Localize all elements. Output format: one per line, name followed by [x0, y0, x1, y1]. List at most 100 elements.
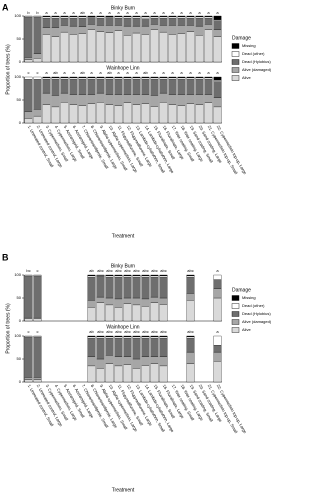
bar-segment: [213, 361, 222, 383]
bar-segment: [150, 24, 159, 30]
significance-letter: a: [153, 10, 156, 15]
bar-segment: [141, 365, 150, 383]
bar-segment: [87, 77, 96, 80]
bar-segment: [78, 77, 87, 80]
bar-segment: [87, 277, 96, 301]
bar-segment: [96, 102, 105, 124]
bar-segment: [159, 16, 168, 19]
bar-segment: [150, 79, 159, 96]
significance-letter: a: [72, 70, 75, 75]
bar-segment: [168, 25, 177, 35]
bar-segment: [159, 79, 168, 94]
bar-segment: [33, 53, 42, 59]
bar-segment: [123, 102, 132, 124]
bar-segment: [132, 358, 141, 369]
bar-segment: [105, 17, 114, 26]
bar-segment: [69, 104, 78, 124]
bar-segment: [186, 277, 195, 294]
significance-letter: a: [216, 268, 219, 273]
significance-letter: a: [72, 10, 75, 15]
bar-segment: [186, 293, 195, 301]
bar-segment: [186, 94, 195, 104]
bar-segment: [105, 297, 114, 306]
bar-segment: [150, 302, 159, 322]
bar-segment: [132, 104, 141, 124]
bar-segment: [150, 76, 159, 79]
bar-segment: [42, 76, 51, 79]
bar-segment: [123, 16, 132, 19]
bar-segment: [78, 105, 87, 124]
bar-segment: [96, 18, 105, 26]
bar-segment: [204, 76, 213, 79]
bar-segment: [69, 76, 78, 79]
bar-segment: [114, 335, 123, 338]
bar-segment: [51, 76, 60, 79]
significance-letter: a: [207, 10, 210, 15]
bar-segment: [195, 18, 204, 27]
bar-segment: [105, 277, 114, 299]
y-tick-label: 50: [17, 295, 22, 300]
bar-segment: [132, 335, 141, 338]
bar-segment: [42, 92, 51, 105]
bar-segment: [114, 336, 123, 339]
bar-segment: [150, 16, 159, 19]
bar-segment: [204, 79, 213, 95]
legend-swatch: [231, 43, 240, 49]
significance-letter: a: [135, 70, 138, 75]
bar-segment: [24, 317, 33, 319]
significance-letter: a: [162, 70, 165, 75]
significance-letter: a: [180, 70, 183, 75]
bar-segment: [132, 32, 141, 63]
significance-letter: c: [28, 70, 30, 75]
bar-segment: [33, 274, 42, 277]
bar-segment: [123, 338, 132, 357]
bar-segment: [33, 79, 42, 110]
bar-segment: [186, 16, 195, 19]
facet-title: Binky Burn: [111, 5, 135, 11]
bar-segment: [213, 274, 222, 280]
bar-segment: [195, 16, 204, 19]
bar-segment: [213, 81, 222, 98]
bar-segment: [213, 20, 222, 30]
legend-swatch: [231, 59, 240, 65]
bar-segment: [105, 336, 114, 339]
bar-segment: [168, 15, 177, 18]
bar-segment: [159, 365, 168, 383]
bar-segment: [177, 16, 186, 19]
bar-segment: [114, 16, 123, 19]
bar-segment: [204, 29, 213, 63]
bar-segment: [195, 25, 204, 36]
bar-segment: [60, 18, 69, 26]
bar-segment: [213, 106, 222, 124]
bar-segment: [159, 31, 168, 63]
bar-segment: [105, 355, 114, 364]
bar-segment: [168, 16, 177, 19]
legend-label: Alive: [242, 327, 251, 332]
y-tick-label: 0: [19, 318, 22, 323]
legend-label: Dead (other): [242, 303, 265, 308]
bar-segment: [24, 318, 33, 322]
bar-segment: [105, 15, 114, 18]
bar-segment: [186, 336, 195, 339]
bar-segment: [150, 274, 159, 277]
bar-segment: [195, 76, 204, 79]
y-tick-label: 100: [14, 13, 21, 18]
significance-letter: b: [36, 10, 39, 15]
bar-segment: [123, 15, 132, 18]
legend-swatch: [231, 311, 240, 317]
bar-segment: [69, 34, 78, 63]
y-axis-label: Proportion of trees (%): [5, 44, 11, 95]
bar-segment: [132, 277, 141, 299]
bar-segment: [60, 76, 69, 79]
facet-title: Wainhope Linn: [106, 65, 139, 71]
bar-segment: [132, 368, 141, 383]
bar-segment: [87, 103, 96, 124]
significance-letter: abc: [106, 329, 112, 334]
significance-letter: abc: [115, 329, 121, 334]
bar-segment: [96, 79, 105, 94]
significance-letter: a: [117, 70, 120, 75]
bar-segment: [150, 338, 159, 357]
bar-segment: [87, 29, 96, 63]
bar-segment: [105, 94, 114, 105]
bar-segment: [141, 77, 150, 80]
